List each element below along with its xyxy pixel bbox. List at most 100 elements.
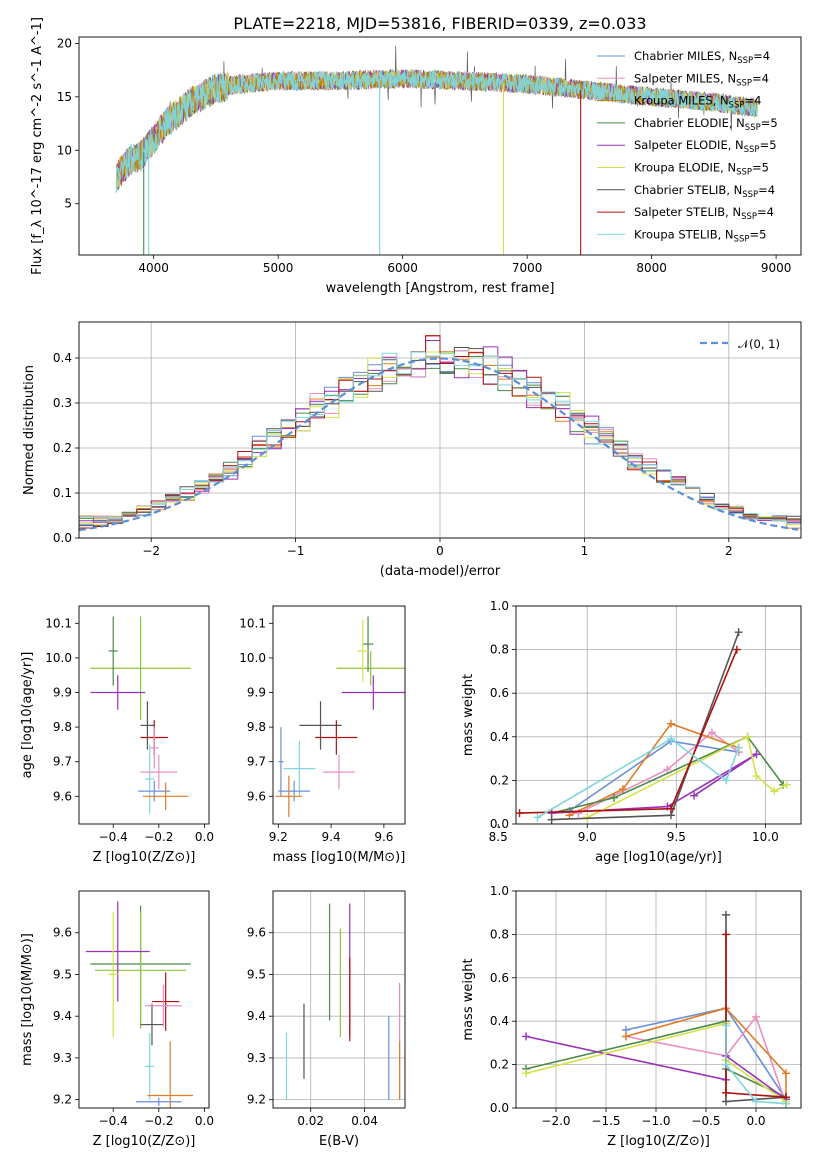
point-marker — [743, 732, 752, 741]
legend-label: Chabrier ELODIE, NSSP=5 — [634, 116, 778, 133]
point-marker — [752, 750, 761, 759]
x-axis-label: age [log10(age/yr)] — [595, 850, 722, 865]
point-marker — [782, 1099, 790, 1108]
x-tick-label: −0.5 — [691, 1114, 720, 1128]
spectrum-panel: 4000 5000 6000 7000 8000 9000 5 10 15 20 wavelengt… — [30, 17, 802, 296]
x-axis-label: (data-model)/error — [380, 564, 501, 579]
x-tick-label: 2 — [725, 544, 733, 558]
legend-label: 𝒩(0, 1) — [738, 337, 780, 351]
y-tick-label: 9.2 — [247, 1093, 266, 1107]
age_vs_Z-frame — [78, 605, 210, 825]
x-tick-label: 6000 — [387, 261, 418, 275]
x-tick-label: 9.2 — [269, 830, 288, 844]
x-tick-label: −0.2 — [144, 830, 173, 844]
y-axis-label: age [log10(age/yr)] — [20, 652, 35, 779]
y-tick-label: 10.0 — [45, 651, 72, 665]
y-tick-label: 0.4 — [53, 351, 72, 365]
histogram-series — [79, 351, 801, 525]
y-tick-label: 0.2 — [490, 773, 509, 787]
spectrum-line — [115, 69, 758, 193]
point-marker — [722, 930, 730, 939]
point-marker — [666, 734, 675, 743]
x-axis-label: wavelength [Angstrom, rest frame] — [326, 281, 555, 296]
x-tick-label: 0.0 — [746, 1114, 765, 1128]
legend-label: Chabrier STELIB, NSSP=4 — [634, 183, 775, 200]
x-tick-label: −0.2 — [144, 1114, 173, 1128]
residuals-legend: 𝒩(0, 1) — [700, 337, 780, 351]
y-tick-label: 9.9 — [247, 686, 266, 700]
legend-label: Kroupa MILES, NSSP=4 — [634, 94, 761, 111]
y-tick-label: 9.8 — [53, 720, 72, 734]
point-marker — [622, 1032, 630, 1041]
y-tick-label: 15 — [57, 90, 72, 104]
spectrum-line — [115, 68, 758, 193]
y-tick-label: 10 — [57, 143, 72, 157]
y-tick-label: 0.8 — [490, 643, 509, 657]
x-tick-label: 9.4 — [322, 830, 341, 844]
spectrum-frame — [78, 36, 802, 256]
y-tick-label: 10.0 — [239, 651, 266, 665]
histogram-series — [79, 347, 801, 527]
x-tick-label: 0.0 — [195, 830, 214, 844]
point-marker — [734, 628, 743, 637]
y-tick-label: 0.4 — [490, 730, 509, 744]
mass_vs_ebv-plot-area — [273, 891, 405, 1108]
y-tick-label: 0.0 — [490, 1101, 509, 1115]
point-marker — [609, 793, 618, 802]
x-tick-label: −1.0 — [641, 1114, 670, 1128]
y-tick-label: 9.6 — [53, 789, 72, 803]
point-marker — [722, 1021, 730, 1030]
legend: Chabrier MILES, NSSP=4 Salpeter MILES, NS… — [597, 49, 778, 244]
x-tick-label: 0.0 — [195, 1114, 214, 1128]
mass-weight-series — [625, 1015, 787, 1104]
point-marker — [722, 776, 731, 785]
y-tick-label: 9.4 — [247, 1009, 266, 1023]
y-tick-label: 9.6 — [247, 789, 266, 803]
x-tick-label: 0.04 — [351, 1114, 378, 1128]
mw_vs_age-frame — [515, 605, 802, 825]
mw_vs_age-plot-area — [516, 606, 801, 824]
y-axis-label: mass weight — [461, 958, 476, 1040]
spectrum-plot-area — [115, 45, 758, 255]
x-tick-label: −2.0 — [541, 1114, 570, 1128]
y-axis-label: Flux [f_λ 10^-17 erg cm^-2 s^-1 A^-1] — [30, 17, 45, 275]
point-marker — [722, 910, 730, 919]
x-tick-label: 5000 — [263, 261, 294, 275]
legend-label: Salpeter ELODIE, NSSP=5 — [634, 138, 777, 155]
mass_vs_Z-panel: −0.4 −0.2 0.0 9.2 9.3 9.4 9.5 9.6 Z [log10(Z/Z⊙)… — [20, 890, 214, 1149]
mass-weight-series — [536, 738, 740, 819]
y-tick-label: 5 — [64, 197, 72, 211]
mass-weight-series — [569, 722, 739, 817]
y-tick-label: 9.5 — [247, 967, 266, 981]
point-marker — [618, 785, 627, 794]
x-tick-label: −0.4 — [99, 1114, 128, 1128]
x-tick-label: 4000 — [138, 261, 169, 275]
x-tick-label: 7000 — [512, 261, 543, 275]
mass-weight-series — [551, 735, 784, 814]
x-tick-label: 9.6 — [374, 830, 393, 844]
point-marker — [533, 813, 542, 822]
y-tick-label: 10.1 — [45, 616, 72, 630]
y-tick-label: 9.3 — [247, 1051, 266, 1065]
x-tick-label: 0.02 — [297, 1114, 324, 1128]
legend-label: Kroupa STELIB, NSSP=5 — [634, 227, 766, 244]
mass_vs_ebv-panel: 0.02 0.04 9.2 9.3 9.4 9.5 9.6 E(B-V) — [247, 890, 406, 1149]
point-marker — [722, 1060, 730, 1069]
point-marker — [516, 809, 524, 818]
point-marker — [770, 787, 779, 796]
y-tick-label: 9.7 — [247, 755, 266, 769]
x-tick-label: 8000 — [636, 261, 667, 275]
x-tick-label: 1 — [581, 544, 589, 558]
histogram-series — [79, 335, 801, 529]
legend-label: Salpeter STELIB, NSSP=4 — [634, 205, 774, 222]
mass-weight-series — [625, 1007, 787, 1104]
y-tick-label: 0.3 — [53, 396, 72, 410]
x-axis-label: Z [log10(Z/Z⊙)] — [607, 1134, 710, 1149]
x-axis-label: mass [log10(M/M⊙)] — [273, 850, 406, 865]
x-axis-label: Z [log10(Z/Z⊙)] — [93, 1134, 196, 1149]
mw_vs_Z-panel: −2.0 −1.5 −1.0 −0.5 0.0 0.0 0.2 0.4 0.6 0.8 1.0 Z [… — [461, 884, 802, 1149]
point-marker — [663, 765, 672, 774]
y-axis-label: mass weight — [461, 674, 476, 756]
y-tick-label: 0.6 — [490, 971, 509, 985]
